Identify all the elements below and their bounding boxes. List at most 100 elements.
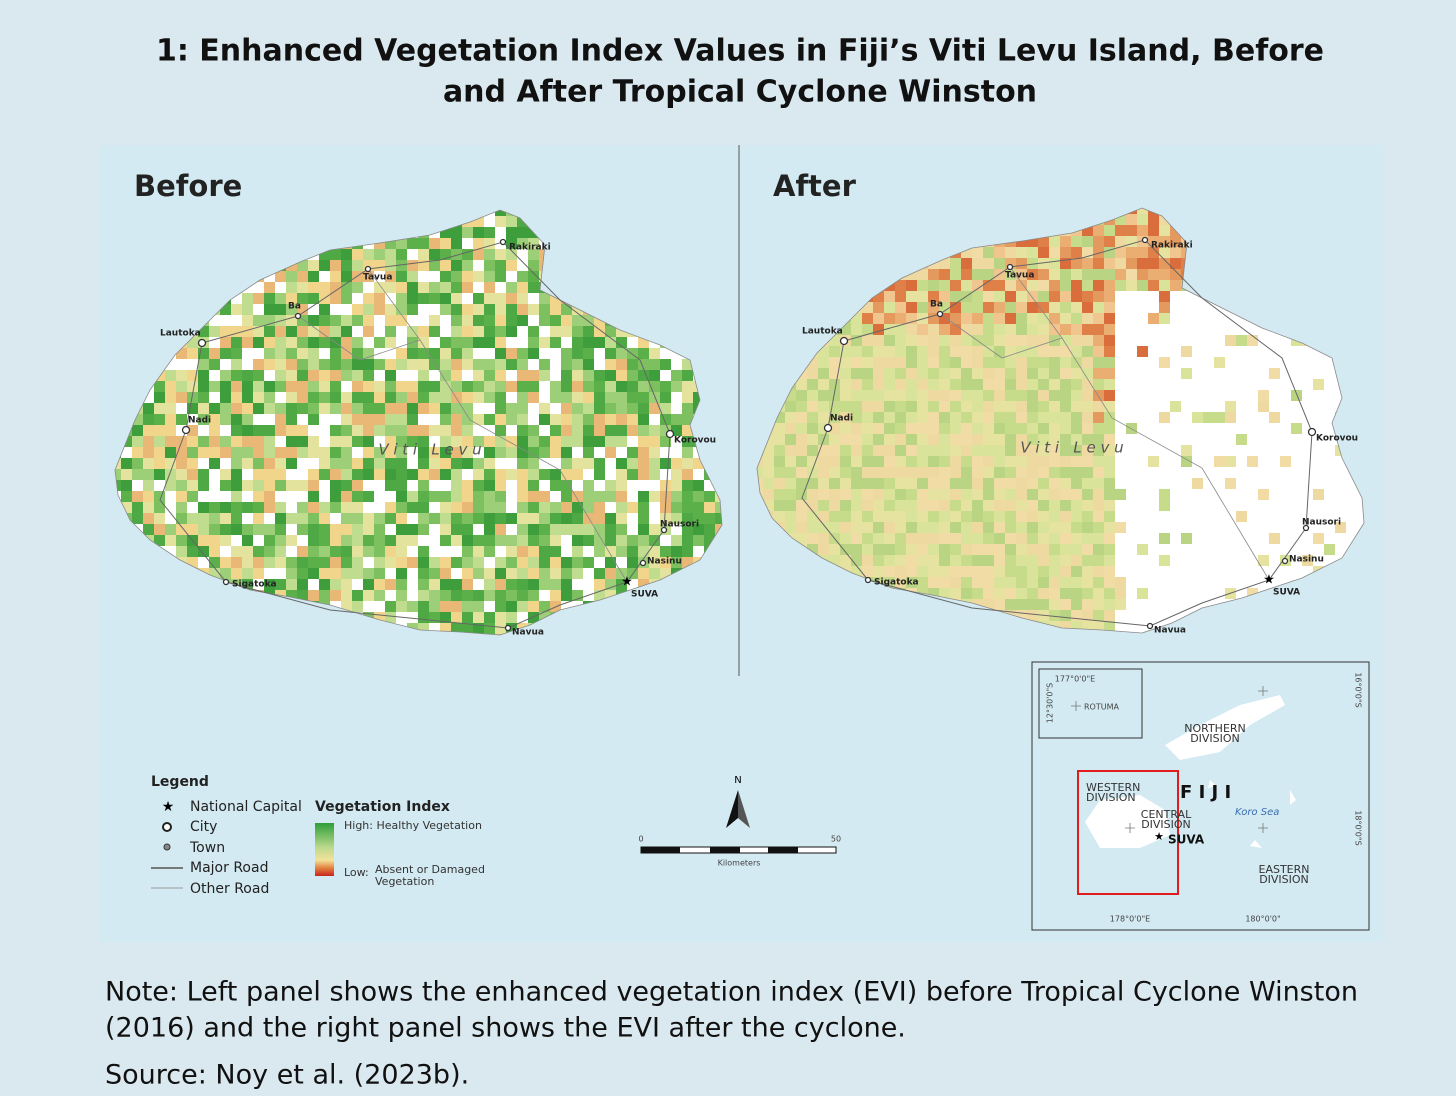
vegetation-cell [1104, 302, 1115, 313]
vegetation-cell [1027, 599, 1038, 610]
vegetation-cell [961, 445, 972, 456]
vegetation-cell [1159, 478, 1170, 489]
vegetation-cell [484, 238, 495, 249]
vegetation-cell [1137, 599, 1148, 610]
vegetation-cell [374, 612, 385, 623]
vegetation-cell [785, 467, 796, 478]
vegetation-cell [1236, 313, 1247, 324]
vegetation-cell [583, 359, 594, 370]
vegetation-cell [308, 469, 319, 480]
vegetation-cell [220, 568, 231, 579]
vegetation-cell [572, 348, 583, 359]
vegetation-cell [495, 293, 506, 304]
vegetation-cell [774, 489, 785, 500]
vegetation-cell [616, 535, 627, 546]
vegetation-cell [319, 249, 330, 260]
vegetation-cell [176, 535, 187, 546]
vegetation-cell [594, 557, 605, 568]
vegetation-cell [1170, 401, 1181, 412]
vegetation-cell [484, 381, 495, 392]
vegetation-cell [1236, 401, 1247, 412]
vegetation-cell [517, 557, 528, 568]
vegetation-cell [396, 568, 407, 579]
vegetation-cell [528, 458, 539, 469]
vegetation-cell [550, 359, 561, 370]
vegetation-cell [1027, 313, 1038, 324]
vegetation-cell [1302, 456, 1313, 467]
vegetation-cell [407, 480, 418, 491]
vegetation-cell [1060, 335, 1071, 346]
vegetation-cell [1115, 335, 1126, 346]
vegetation-cell [594, 469, 605, 480]
vegetation-cell [561, 348, 572, 359]
vegetation-cell [1159, 302, 1170, 313]
vegetation-cell [1126, 324, 1137, 335]
vegetation-cell [583, 348, 594, 359]
vegetation-cell [1027, 489, 1038, 500]
vegetation-cell [363, 392, 374, 403]
vegetation-cell [594, 502, 605, 513]
vegetation-cell [286, 337, 297, 348]
vegetation-cell [1038, 489, 1049, 500]
vegetation-cell [1071, 335, 1082, 346]
legend-low: Absent or Damaged [375, 863, 485, 876]
vegetation-cell [451, 238, 462, 249]
vegetation-cell [1027, 500, 1038, 511]
vegetation-cell [1170, 533, 1181, 544]
vegetation-cell [132, 469, 143, 480]
vegetation-cell [352, 436, 363, 447]
vegetation-cell [1236, 577, 1247, 588]
vegetation-cell [1038, 533, 1049, 544]
vegetation-cell [385, 403, 396, 414]
vegetation-cell [1324, 456, 1335, 467]
vegetation-cell [352, 469, 363, 480]
vegetation-cell [231, 425, 242, 436]
vegetation-cell [407, 238, 418, 249]
vegetation-cell [1082, 225, 1093, 236]
town-symbol [163, 843, 171, 851]
vegetation-cell [972, 390, 983, 401]
vegetation-cell [774, 467, 785, 478]
vegetation-cell [242, 293, 253, 304]
vegetation-cell [1071, 357, 1082, 368]
vegetation-cell [517, 491, 528, 502]
vegetation-cell [297, 436, 308, 447]
vegetation-cell [506, 381, 517, 392]
vegetation-cell [495, 392, 506, 403]
vegetation-cell [429, 579, 440, 590]
vegetation-cell [1049, 291, 1060, 302]
vegetation-cell [1016, 555, 1027, 566]
vegetation-cell [862, 401, 873, 412]
legend-high: High: Healthy Vegetation [344, 819, 482, 832]
vegetation-cell [906, 302, 917, 313]
vegetation-cell [1346, 500, 1357, 511]
vegetation-cell [1280, 566, 1291, 577]
vegetation-cell [1291, 434, 1302, 445]
vegetation-cell [319, 557, 330, 568]
vegetation-cell [851, 423, 862, 434]
vegetation-cell [1005, 588, 1016, 599]
vegetation-cell [1214, 478, 1225, 489]
vegetation-cell [928, 588, 939, 599]
vegetation-cell [308, 436, 319, 447]
vegetation-cell [330, 579, 341, 590]
vegetation-cell [616, 502, 627, 513]
vegetation-cell [939, 456, 950, 467]
vegetation-cell [1258, 456, 1269, 467]
vegetation-cell [550, 502, 561, 513]
vegetation-cell [154, 425, 165, 436]
vegetation-cell [528, 612, 539, 623]
vegetation-cell [1005, 357, 1016, 368]
vegetation-cell [594, 392, 605, 403]
vegetation-cell [187, 337, 198, 348]
vegetation-cell [594, 458, 605, 469]
vegetation-cell [220, 480, 231, 491]
vegetation-cell [396, 590, 407, 601]
vegetation-cell [851, 500, 862, 511]
vegetation-cell [671, 359, 682, 370]
vegetation-cell [785, 478, 796, 489]
vegetation-cell [1038, 423, 1049, 434]
vegetation-cell [1258, 368, 1269, 379]
vegetation-cell [462, 458, 473, 469]
vegetation-cell [807, 401, 818, 412]
